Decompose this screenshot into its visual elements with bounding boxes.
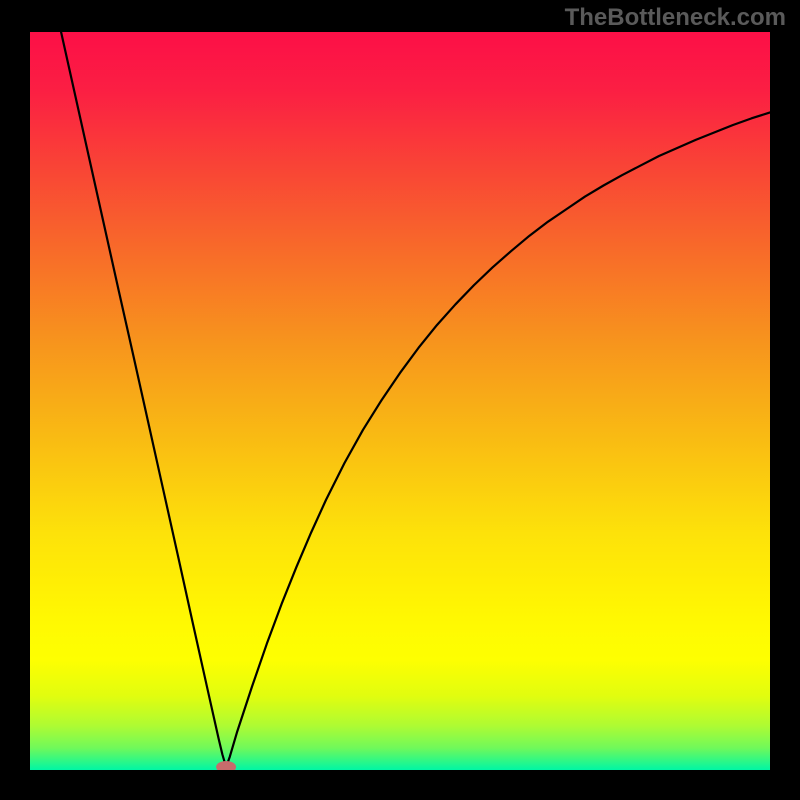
frame-right <box>770 0 800 800</box>
bottleneck-chart <box>0 0 800 800</box>
chart-background <box>30 32 770 770</box>
watermark-text: TheBottleneck.com <box>565 4 786 32</box>
chart-container: TheBottleneck.com <box>0 0 800 800</box>
frame-left <box>0 0 30 800</box>
frame-bottom <box>0 770 800 800</box>
